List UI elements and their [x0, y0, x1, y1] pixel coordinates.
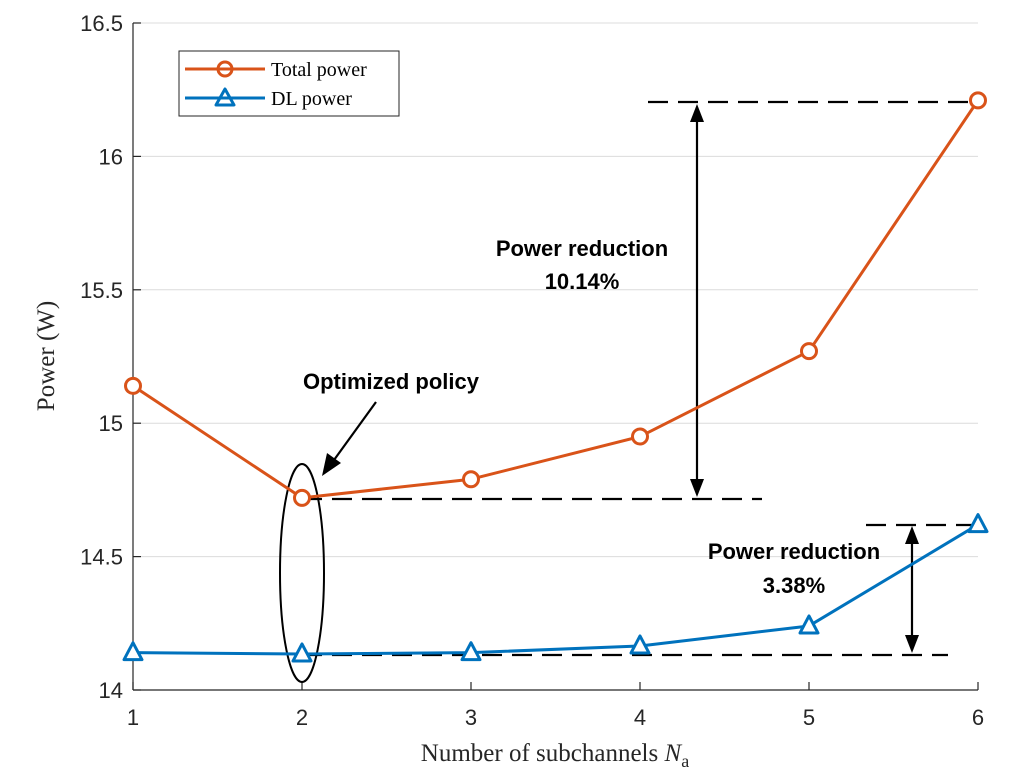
x-axis-title-variable: N: [664, 740, 683, 767]
annotation-dl-reduction-title: Power reduction: [708, 539, 880, 564]
legend-dl-marker: [214, 87, 236, 107]
legend-total-label: Total power: [271, 59, 367, 81]
annotation-arrowheads: [322, 104, 919, 653]
series-layer: [122, 91, 989, 663]
dl-power-point: [967, 513, 989, 534]
dl-power-point: [460, 641, 482, 662]
optimized-policy-ellipse: [279, 463, 325, 683]
optimized-pointer-arrow-shaft: [333, 401, 377, 461]
annotation-total-reduction-title: Power reduction: [496, 236, 668, 261]
annotation-guides: [279, 100, 978, 683]
y-tick-label: 15: [99, 411, 123, 436]
dl-power-point: [291, 642, 313, 663]
x-axis-title-subscript: a: [681, 751, 689, 771]
dl-power-point: [798, 614, 820, 635]
dl-arrowhead-up: [905, 526, 919, 544]
dl-arrowhead-down: [905, 635, 919, 653]
legend-total-marker: [216, 60, 234, 78]
dl-power-point: [122, 641, 144, 662]
x-tick-label: 2: [296, 705, 308, 730]
legend: Total power DL power: [178, 50, 400, 117]
total-power-point: [800, 342, 818, 361]
total-power-point: [969, 91, 987, 110]
total-power-point: [293, 488, 311, 507]
axis-ticks: 14 14.5 15 15.5 16 16.5 1 2 3 4 5 6: [80, 11, 984, 730]
y-tick-label: 16.5: [80, 11, 123, 36]
dl-power-point: [629, 634, 651, 655]
series-line-dl-power: [132, 523, 979, 656]
optimized-pointer-arrowhead: [322, 453, 341, 476]
x-tick-label: 6: [972, 705, 984, 730]
y-tick-label: 14: [99, 678, 123, 703]
annotation-dl-reduction-value: 3.38%: [763, 573, 825, 598]
series-line-total-power: [132, 99, 980, 500]
x-axis-title: Number of subchannels Na: [421, 740, 689, 771]
total-arrowhead-down: [690, 479, 704, 497]
total-power-point: [631, 427, 649, 446]
annotation-total-reduction-value: 10.14%: [545, 269, 620, 294]
x-tick-label: 1: [127, 705, 139, 730]
y-tick-label: 15.5: [80, 278, 123, 303]
total-power-point: [124, 376, 142, 395]
y-axis-title: Power (W): [33, 301, 60, 411]
x-tick-label: 3: [465, 705, 477, 730]
total-power-point: [462, 470, 480, 489]
x-axis-title-text: Number of subchannels: [421, 740, 658, 767]
annotation-optimized-policy: Optimized policy: [303, 369, 480, 394]
legend-dl-label: DL power: [271, 88, 352, 110]
grid-lines: [133, 22, 978, 558]
total-arrowhead-up: [690, 104, 704, 122]
x-tick-label: 5: [803, 705, 815, 730]
y-tick-label: 16: [99, 144, 123, 169]
x-tick-label: 4: [634, 705, 646, 730]
y-tick-label: 14.5: [80, 545, 123, 570]
